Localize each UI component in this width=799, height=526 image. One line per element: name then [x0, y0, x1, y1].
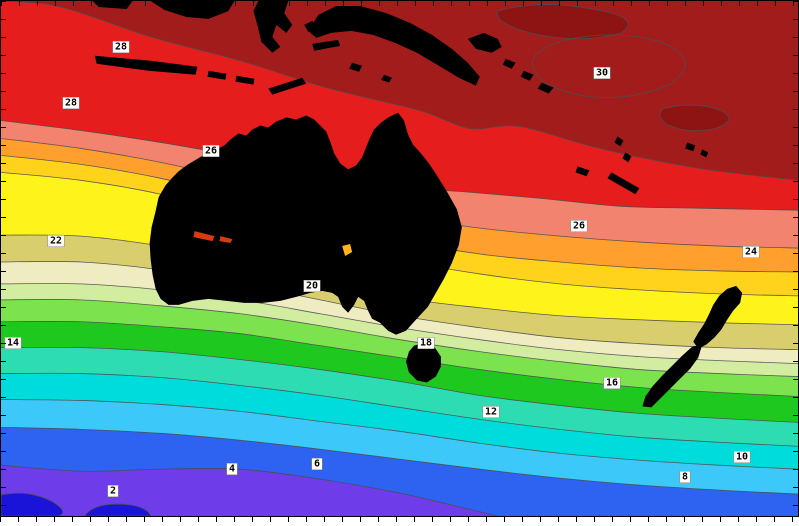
- land-australia: [149, 112, 462, 335]
- land-islet-coral-sea: [381, 74, 393, 83]
- dark-blue-pool-2: [84, 503, 152, 516]
- contour-line-aqua-green: [1, 346, 798, 423]
- land-tasmania: [405, 342, 441, 383]
- land-aru-islands: [349, 62, 363, 72]
- land-fiji-2: [700, 149, 709, 158]
- land-solomons-3: [537, 82, 554, 94]
- land-timor: [268, 77, 307, 95]
- band-purple: [1, 465, 498, 516]
- inland-mark-1: [193, 231, 215, 242]
- land-new-caledonia: [607, 172, 640, 195]
- land-new-britain: [467, 32, 502, 53]
- inland-mark-2: [219, 236, 233, 244]
- contour-line-blue: [1, 426, 798, 495]
- land-seram: [312, 39, 341, 51]
- land-vanuatu-3: [575, 166, 590, 177]
- land-new-zealand-north-island: [693, 285, 743, 349]
- closed-contour-30: [532, 34, 686, 98]
- land-sulawesi: [253, 1, 293, 53]
- contour-line-red: [1, 1, 798, 181]
- land-halmahera: [304, 20, 317, 32]
- dark-blue-pool-1: [1, 492, 64, 516]
- land-fiji-1: [685, 142, 696, 152]
- land-vanuatu-1: [614, 136, 624, 147]
- contour-line-light-green: [1, 298, 798, 377]
- land-lesser-sunda-1: [207, 70, 227, 80]
- land-java: [94, 55, 198, 75]
- land-new-zealand-south-island: [642, 344, 703, 408]
- land-new-guinea: [308, 5, 480, 86]
- contour-line-purple: [1, 464, 499, 516]
- land-solomons-1: [502, 58, 516, 69]
- axis-ticks-bottom: [0, 517, 799, 526]
- contour-line-light-blue: [1, 399, 798, 470]
- lake-eyre: [342, 244, 353, 257]
- maroon-patch-2: [659, 104, 730, 132]
- land-solomons-2: [520, 70, 534, 81]
- land-lesser-sunda-2: [235, 75, 255, 85]
- contour-line-cyan: [1, 372, 798, 447]
- contour-map-svg: [1, 1, 798, 516]
